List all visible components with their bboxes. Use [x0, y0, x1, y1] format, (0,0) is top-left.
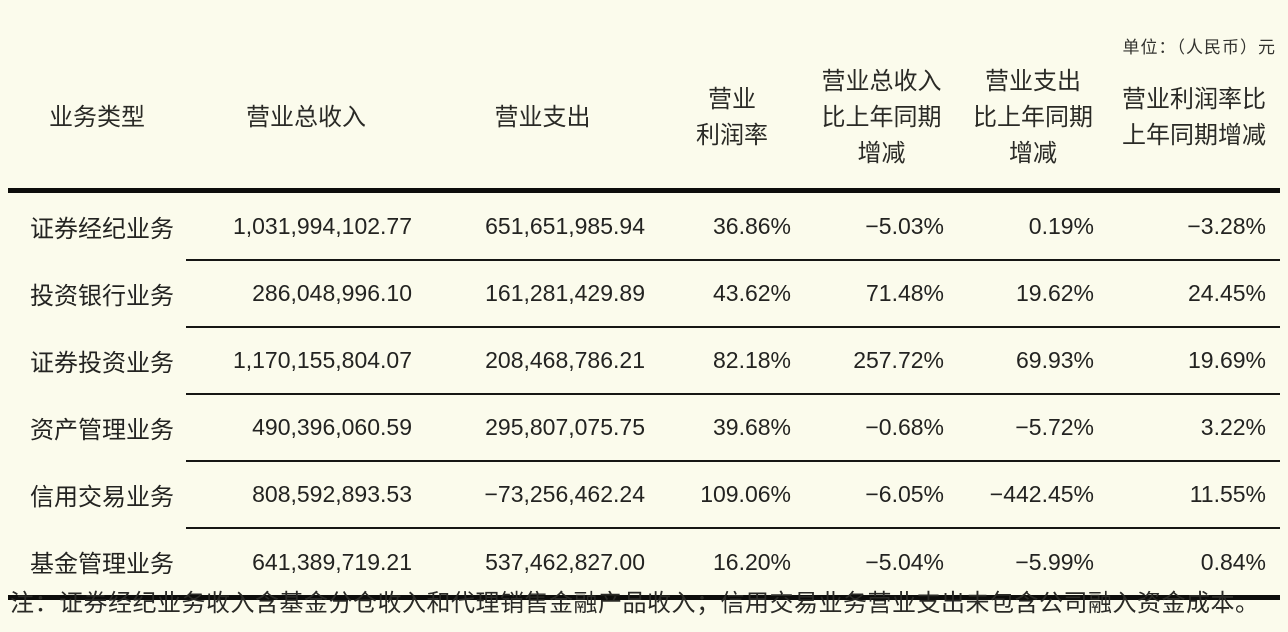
business-type-cell: 信用交易业务	[30, 484, 174, 511]
value-cell: −73,256,462.24	[426, 461, 659, 529]
col-header-expenses-change: 营业支出 比上年同期 增减	[973, 68, 1093, 167]
value-cell: 808,592,893.53	[186, 461, 426, 529]
value-cell: 16.20%	[712, 548, 791, 575]
table-row: 信用交易业务 808,592,893.53 −73,256,462.24 109.06…	[8, 461, 1280, 529]
value-cell: −5.03%	[805, 190, 958, 261]
value-cell: −5.04%	[865, 548, 944, 575]
value-cell: −0.68%	[805, 394, 958, 462]
value-cell: 109.06%	[659, 461, 805, 529]
business-type-cell: 资产管理业务	[30, 417, 174, 444]
business-type-cell: 证券投资业务	[30, 350, 174, 377]
value-cell: 537,462,827.00	[485, 548, 645, 575]
value-cell: 641,389,719.21	[252, 548, 412, 575]
value-cell: −6.05%	[805, 461, 958, 529]
unit-label: 单位：（人民币）元	[1122, 38, 1276, 57]
business-type-cell: 证券经纪业务	[30, 216, 174, 243]
footnote: 注：证券经纪业务收入含基金分仓收入和代理销售金融产品收入；信用交易业务营业支出未…	[10, 590, 1260, 617]
col-header-business-type: 业务类型	[49, 104, 145, 131]
value-cell: 161,281,429.89	[426, 260, 659, 328]
value-cell: 36.86%	[659, 190, 805, 261]
value-cell: 11.55%	[1108, 461, 1280, 529]
value-cell: 71.48%	[805, 260, 958, 328]
table-body: 证券经纪业务 1,031,994,102.77 651,651,985.94 36.8…	[8, 190, 1280, 598]
col-header-margin-change: 营业利润率比 上年同期增减	[1122, 86, 1266, 149]
value-cell: 1,170,155,804.07	[186, 327, 426, 395]
table-row: 证券经纪业务 1,031,994,102.77 651,651,985.94 36.8…	[8, 190, 1280, 261]
value-cell: 19.62%	[958, 260, 1108, 328]
table-row: 资产管理业务 490,396,060.59 295,807,075.75 39.68%…	[8, 394, 1280, 462]
table-row: 投资银行业务 286,048,996.10 161,281,429.89 43.62%…	[8, 260, 1280, 328]
table-header-row: 业务类型 营业总收入 营业支出 营业 利润率 营业总收入 比上年同期 增减 营业…	[8, 58, 1280, 191]
value-cell: 286,048,996.10	[186, 260, 426, 328]
value-cell: −5.99%	[1015, 548, 1094, 575]
value-cell: 0.19%	[958, 190, 1108, 261]
col-header-total-revenue: 营业总收入	[246, 104, 366, 131]
value-cell: 39.68%	[659, 394, 805, 462]
value-cell: 490,396,060.59	[186, 394, 426, 462]
col-header-profit-margin: 营业 利润率	[696, 86, 768, 149]
value-cell: 257.72%	[805, 327, 958, 395]
value-cell: 82.18%	[659, 327, 805, 395]
value-cell: 651,651,985.94	[426, 190, 659, 261]
value-cell: 24.45%	[1108, 260, 1280, 328]
value-cell: 43.62%	[659, 260, 805, 328]
table-row: 证券投资业务 1,170,155,804.07 208,468,786.21 82.1…	[8, 327, 1280, 395]
value-cell: 3.22%	[1108, 394, 1280, 462]
value-cell: 295,807,075.75	[426, 394, 659, 462]
table-row: 基金管理业务 641,389,719.21 537,462,827.00 16.20%…	[8, 528, 1280, 598]
col-header-revenue-change: 营业总收入 比上年同期 增减	[821, 68, 942, 167]
value-cell: 0.84%	[1200, 548, 1266, 575]
value-cell: −442.45%	[958, 461, 1108, 529]
value-cell: −5.72%	[958, 394, 1108, 462]
value-cell: −3.28%	[1108, 190, 1280, 261]
value-cell: 208,468,786.21	[426, 327, 659, 395]
value-cell: 19.69%	[1108, 327, 1280, 395]
business-segment-table: 业务类型 营业总收入 营业支出 营业 利润率 营业总收入 比上年同期 增减 营业…	[8, 58, 1280, 600]
business-type-cell: 基金管理业务	[30, 551, 174, 578]
col-header-expenses: 营业支出	[494, 104, 591, 131]
value-cell: 69.93%	[958, 327, 1108, 395]
business-type-cell: 投资银行业务	[30, 283, 174, 310]
value-cell: 1,031,994,102.77	[186, 190, 426, 261]
